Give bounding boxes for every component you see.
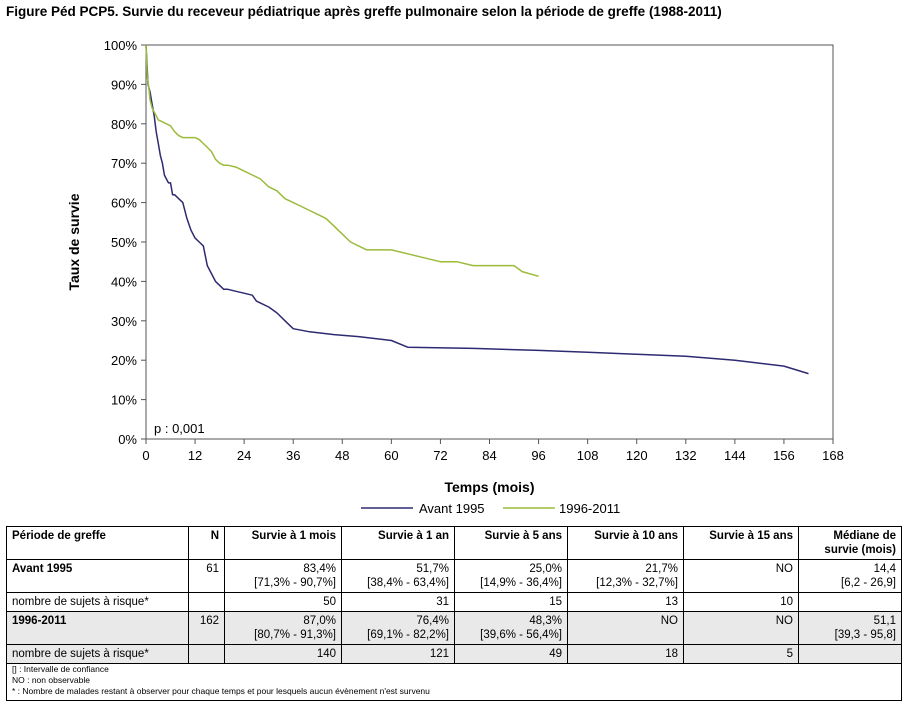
x-tick-label: 156: [773, 448, 795, 463]
cell-y1: 51,7% [38,4% - 63,4%]: [341, 559, 455, 593]
col-header-survie-1-mois: Survie à 1 mois: [224, 526, 342, 560]
legend-label: 1996-2011: [559, 501, 620, 516]
y-axis-title: Taux de survie: [66, 193, 82, 290]
cell-n: 61: [188, 559, 225, 593]
cell-risk-y10: 18: [567, 644, 684, 664]
cell-y15: NO: [683, 611, 799, 645]
cell-empty: [188, 644, 225, 664]
table-row-avant-1995: Avant 1995 61 83,4% [71,3% - 90,7%] 51,7%…: [6, 559, 902, 593]
cell-risk-y1: 121: [341, 644, 455, 664]
table-footnotes: [] : Intervalle de confiance NO : non ob…: [6, 661, 902, 701]
x-tick-label: 36: [286, 448, 300, 463]
series-line-1996-2011: [145, 44, 539, 278]
cell-risk-label: nombre de sujets à risque*: [6, 592, 189, 612]
table-row-risk-1996-2011: nombre de sujets à risque* 140 121 49 18…: [6, 644, 902, 664]
cell-n: 162: [188, 611, 225, 645]
footnote-ci: [] : Intervalle de confiance: [12, 664, 109, 674]
x-tick-label: 72: [433, 448, 447, 463]
y-tick-label: 50%: [111, 235, 137, 250]
cell-risk-y15: 5: [683, 644, 799, 664]
x-tick-label: 132: [675, 448, 697, 463]
cell-y15: NO: [683, 559, 799, 593]
table-row-risk-avant-1995: nombre de sujets à risque* 50 31 15 13 1…: [6, 592, 902, 612]
y-tick-label: 90%: [111, 77, 137, 92]
survival-chart: 0 12 24 36 48 60 72 84 96 108 120 132 144 156 168 0% 10%…: [66, 38, 844, 516]
chart-legend: Avant 1995 1996-2011: [361, 501, 620, 516]
cell-risk-y5: 49: [454, 644, 568, 664]
x-tick-label: 96: [531, 448, 545, 463]
col-header-survie-1-an: Survie à 1 an: [341, 526, 455, 560]
col-header-periode: Période de greffe: [6, 526, 189, 560]
y-tick-label: 10%: [111, 393, 137, 408]
plot-area: [145, 44, 834, 440]
col-header-mediane: Médiane de survie (mois): [798, 526, 902, 560]
survival-summary-table: Période de greffe N Survie à 1 mois Surv…: [6, 526, 902, 664]
axis-ticks: 0 12 24 36 48 60 72 84 96 108 120 132 144 156 168 0% 10%…: [104, 38, 844, 463]
cell-risk-m1: 140: [224, 644, 342, 664]
y-tick-label: 100%: [104, 38, 138, 53]
col-header-n: N: [188, 526, 225, 560]
cell-risk-y5: 15: [454, 592, 568, 612]
series-line-avant-1995: [145, 44, 809, 375]
cell-risk-m1: 50: [224, 592, 342, 612]
cell-y10: 21,7% [12,3% - 32,7%]: [567, 559, 684, 593]
cell-y10: NO: [567, 611, 684, 645]
x-tick-label: 108: [577, 448, 599, 463]
cell-y1: 76,4% [69,1% - 82,2%]: [341, 611, 455, 645]
x-tick-label: 168: [822, 448, 844, 463]
cell-empty: [798, 644, 902, 664]
series-lines: [145, 44, 809, 375]
x-tick-label: 12: [188, 448, 202, 463]
cell-risk-y10: 13: [567, 592, 684, 612]
x-axis-title: Temps (mois): [445, 479, 535, 495]
y-tick-label: 40%: [111, 274, 137, 289]
cell-empty: [798, 592, 902, 612]
p-value-annotation: p : 0,001: [154, 421, 205, 436]
x-tick-label: 60: [384, 448, 398, 463]
x-tick-label: 24: [237, 448, 251, 463]
cell-m1: 83,4% [71,3% - 90,7%]: [224, 559, 342, 593]
cell-empty: [188, 592, 225, 612]
cell-m1: 87,0% [80,7% - 91,3%]: [224, 611, 342, 645]
x-tick-label: 84: [482, 448, 496, 463]
cell-y5: 25,0% [14,9% - 36,4%]: [454, 559, 568, 593]
legend-label: Avant 1995: [419, 501, 485, 516]
x-tick-label: 144: [724, 448, 746, 463]
cell-group: 1996-2011: [6, 611, 189, 645]
cell-y5: 48,3% [39,6% - 56,4%]: [454, 611, 568, 645]
cell-median: 51,1 [39,3 - 95,8]: [798, 611, 902, 645]
table-header-row: Période de greffe N Survie à 1 mois Surv…: [6, 526, 902, 560]
cell-group: Avant 1995: [6, 559, 189, 593]
x-tick-label: 0: [142, 448, 149, 463]
y-tick-label: 70%: [111, 156, 137, 171]
footnote-no: NO : non observable: [12, 675, 90, 685]
x-tick-label: 120: [626, 448, 648, 463]
table-row-1996-2011: 1996-2011 162 87,0% [80,7% - 91,3%] 76,4%…: [6, 611, 902, 645]
cell-risk-y15: 10: [683, 592, 799, 612]
cell-median: 14,4 [6,2 - 26,9]: [798, 559, 902, 593]
y-tick-label: 20%: [111, 353, 137, 368]
y-tick-label: 0%: [118, 432, 137, 447]
y-tick-label: 60%: [111, 196, 137, 211]
y-tick-label: 30%: [111, 314, 137, 329]
x-tick-label: 48: [335, 448, 349, 463]
col-header-survie-5-ans: Survie à 5 ans: [454, 526, 568, 560]
y-tick-label: 80%: [111, 117, 137, 132]
col-header-survie-15-ans: Survie à 15 ans: [683, 526, 799, 560]
col-header-survie-10-ans: Survie à 10 ans: [567, 526, 684, 560]
figure-title: Figure Péd PCP5. Survie du receveur pédi…: [6, 4, 722, 19]
footnote-risk: * : Nombre de malades restant à observer…: [12, 686, 430, 696]
cell-risk-y1: 31: [341, 592, 455, 612]
cell-risk-label: nombre de sujets à risque*: [6, 644, 189, 664]
